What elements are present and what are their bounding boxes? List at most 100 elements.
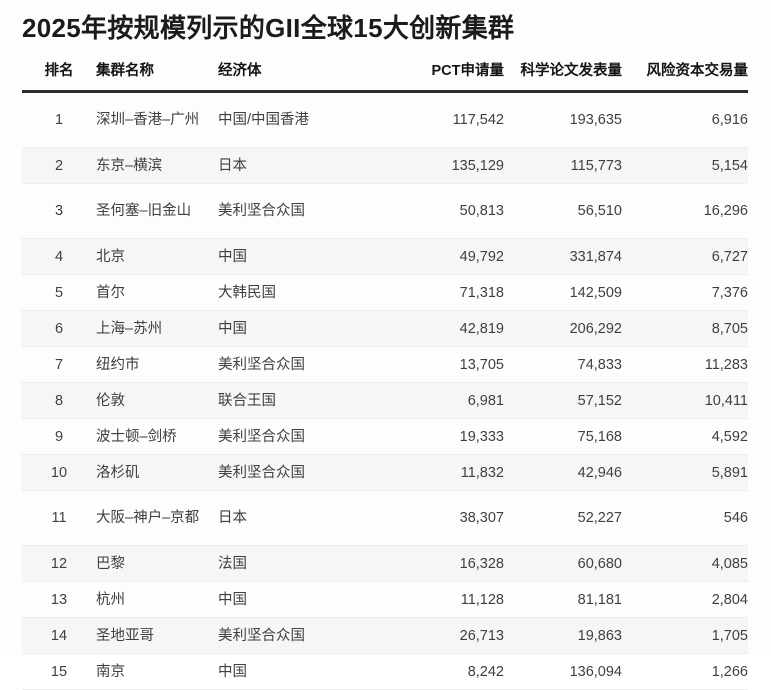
column-header-science-papers: 科学论文发表量 — [504, 62, 622, 93]
cell-science-papers: 81,181 — [504, 581, 622, 618]
column-header-pct: PCT申请量 — [364, 62, 504, 93]
cell-science-papers: 115,773 — [504, 147, 622, 184]
cell-rank: 6 — [22, 310, 96, 347]
table-row: 11 大阪–神户–京都 日本 38,307 52,227 546 — [22, 490, 748, 546]
table-row: 13 杭州 中国 11,128 81,181 2,804 — [22, 581, 748, 618]
column-header-economy: 经济体 — [218, 62, 364, 93]
cell-vc-deals: 7,376 — [622, 274, 748, 311]
cell-rank: 13 — [22, 581, 96, 618]
cell-vc-deals: 8,705 — [622, 310, 748, 347]
cell-cluster: 伦敦 — [96, 382, 218, 419]
cell-pct: 13,705 — [364, 346, 504, 383]
cell-science-papers: 74,833 — [504, 346, 622, 383]
table-row: 9 波士顿–剑桥 美利坚合众国 19,333 75,168 4,592 — [22, 418, 748, 455]
cell-pct: 135,129 — [364, 147, 504, 184]
cell-economy: 美利坚合众国 — [218, 183, 364, 239]
cell-vc-deals: 4,592 — [622, 418, 748, 455]
table-row: 5 首尔 大韩民国 71,318 142,509 7,376 — [22, 274, 748, 311]
cell-pct: 42,819 — [364, 310, 504, 347]
cell-pct: 8,242 — [364, 653, 504, 690]
cell-cluster: 南京 — [96, 653, 218, 690]
cell-pct: 11,128 — [364, 581, 504, 618]
cell-vc-deals: 1,705 — [622, 617, 748, 654]
cell-science-papers: 331,874 — [504, 238, 622, 275]
cell-economy: 日本 — [218, 490, 364, 546]
table-row: 8 伦敦 联合王国 6,981 57,152 10,411 — [22, 382, 748, 419]
cell-vc-deals: 5,154 — [622, 147, 748, 184]
cell-economy: 中国 — [218, 653, 364, 690]
cell-cluster: 东京–横滨 — [96, 147, 218, 184]
cell-rank: 8 — [22, 382, 96, 419]
cell-pct: 50,813 — [364, 183, 504, 239]
cell-cluster: 洛杉矶 — [96, 454, 218, 491]
cell-rank: 1 — [22, 91, 96, 148]
cell-science-papers: 56,510 — [504, 183, 622, 239]
cell-cluster: 波士顿–剑桥 — [96, 418, 218, 455]
cell-cluster: 圣地亚哥 — [96, 617, 218, 654]
cell-vc-deals: 16,296 — [622, 183, 748, 239]
cell-economy: 大韩民国 — [218, 274, 364, 311]
table-page: 2025年按规模列示的GII全球15大创新集群 排名 集群名称 经济体 PCT申… — [22, 13, 748, 690]
cell-science-papers: 57,152 — [504, 382, 622, 419]
cell-economy: 美利坚合众国 — [218, 454, 364, 491]
cell-pct: 117,542 — [364, 91, 504, 148]
table-row: 12 巴黎 法国 16,328 60,680 4,085 — [22, 545, 748, 582]
cell-cluster: 纽约市 — [96, 346, 218, 383]
cell-economy: 美利坚合众国 — [218, 617, 364, 654]
table-row: 1 深圳–香港–广州 中国/中国香港 117,542 193,635 6,916 — [22, 91, 748, 148]
clusters-table-container: 排名 集群名称 经济体 PCT申请量 科学论文发表量 风险资本交易量 1 深圳–香… — [22, 62, 748, 690]
cell-vc-deals: 6,916 — [622, 91, 748, 148]
cell-science-papers: 206,292 — [504, 310, 622, 347]
cell-rank: 2 — [22, 147, 96, 184]
cell-economy: 联合王国 — [218, 382, 364, 419]
cell-economy: 中国/中国香港 — [218, 91, 364, 148]
cell-pct: 38,307 — [364, 490, 504, 546]
cell-rank: 10 — [22, 454, 96, 491]
cell-pct: 26,713 — [364, 617, 504, 654]
table-row: 15 南京 中国 8,242 136,094 1,266 — [22, 653, 748, 690]
table-header-row: 排名 集群名称 经济体 PCT申请量 科学论文发表量 风险资本交易量 — [22, 62, 748, 93]
cell-rank: 9 — [22, 418, 96, 455]
cell-cluster: 杭州 — [96, 581, 218, 618]
table-body: 1 深圳–香港–广州 中国/中国香港 117,542 193,635 6,916 2 东京–横… — [22, 91, 748, 690]
cell-vc-deals: 10,411 — [622, 382, 748, 419]
cell-vc-deals: 1,266 — [622, 653, 748, 690]
cell-vc-deals: 4,085 — [622, 545, 748, 582]
cell-economy: 日本 — [218, 147, 364, 184]
cell-rank: 7 — [22, 346, 96, 383]
clusters-table: 排名 集群名称 经济体 PCT申请量 科学论文发表量 风险资本交易量 1 深圳–香… — [22, 62, 748, 690]
cell-vc-deals: 2,804 — [622, 581, 748, 618]
cell-economy: 法国 — [218, 545, 364, 582]
cell-rank: 4 — [22, 238, 96, 275]
cell-pct: 49,792 — [364, 238, 504, 275]
cell-vc-deals: 5,891 — [622, 454, 748, 491]
cell-pct: 16,328 — [364, 545, 504, 582]
cell-economy: 中国 — [218, 238, 364, 275]
cell-cluster: 上海–苏州 — [96, 310, 218, 347]
cell-economy: 美利坚合众国 — [218, 418, 364, 455]
cell-rank: 12 — [22, 545, 96, 582]
column-header-vc-deals: 风险资本交易量 — [622, 62, 748, 93]
cell-rank: 3 — [22, 183, 96, 239]
cell-cluster: 北京 — [96, 238, 218, 275]
page-title: 2025年按规模列示的GII全球15大创新集群 — [22, 13, 515, 43]
cell-science-papers: 42,946 — [504, 454, 622, 491]
cell-cluster: 深圳–香港–广州 — [96, 91, 218, 148]
cell-economy: 中国 — [218, 581, 364, 618]
cell-cluster: 圣何塞–旧金山 — [96, 183, 218, 239]
table-row: 14 圣地亚哥 美利坚合众国 26,713 19,863 1,705 — [22, 617, 748, 654]
table-row: 3 圣何塞–旧金山 美利坚合众国 50,813 56,510 16,296 — [22, 183, 748, 239]
cell-science-papers: 193,635 — [504, 91, 622, 148]
cell-pct: 19,333 — [364, 418, 504, 455]
cell-economy: 美利坚合众国 — [218, 346, 364, 383]
table-header: 排名 集群名称 经济体 PCT申请量 科学论文发表量 风险资本交易量 — [22, 62, 748, 93]
cell-science-papers: 142,509 — [504, 274, 622, 311]
cell-cluster: 巴黎 — [96, 545, 218, 582]
cell-rank: 14 — [22, 617, 96, 654]
cell-pct: 11,832 — [364, 454, 504, 491]
cell-science-papers: 75,168 — [504, 418, 622, 455]
cell-vc-deals: 6,727 — [622, 238, 748, 275]
cell-rank: 11 — [22, 490, 96, 546]
table-row: 2 东京–横滨 日本 135,129 115,773 5,154 — [22, 147, 748, 184]
table-row: 10 洛杉矶 美利坚合众国 11,832 42,946 5,891 — [22, 454, 748, 491]
